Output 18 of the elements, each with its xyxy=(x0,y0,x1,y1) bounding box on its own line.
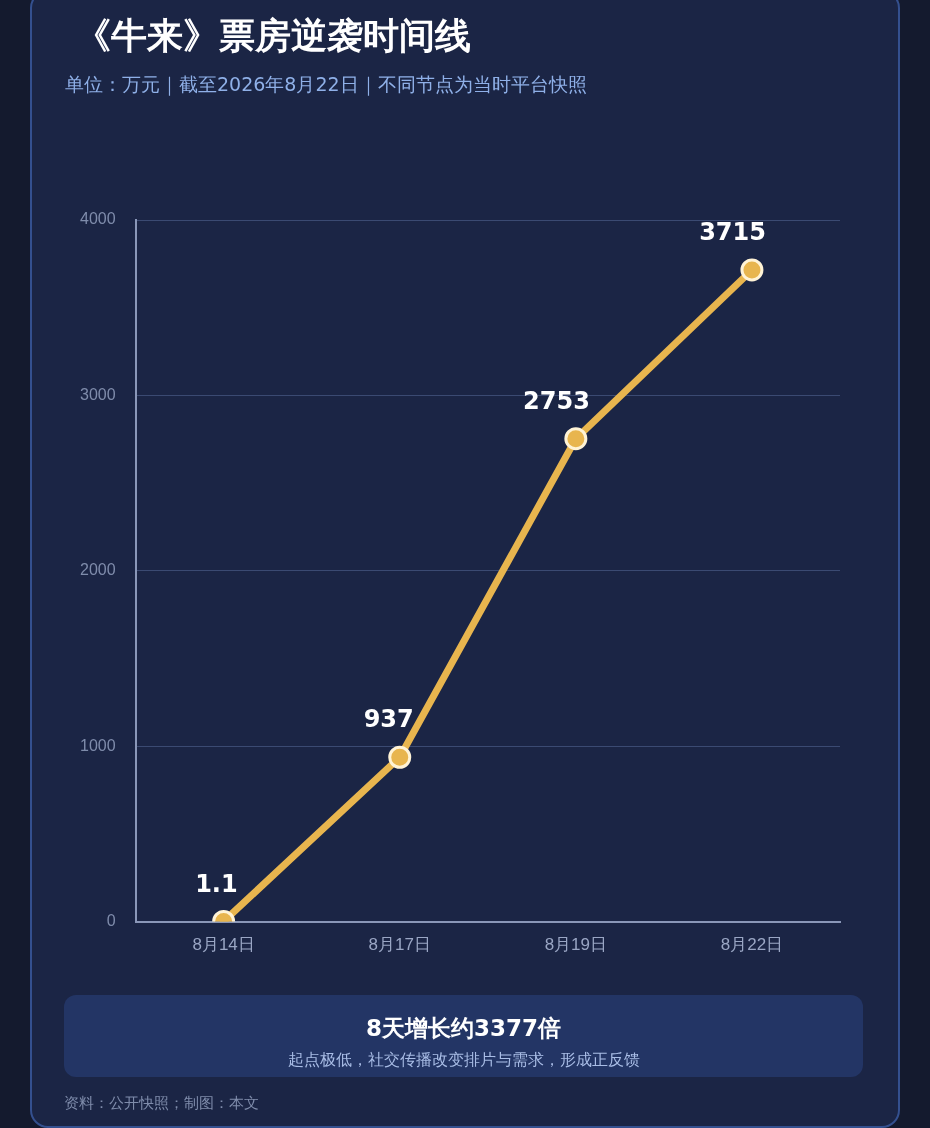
x-tick-label: 8月19日 xyxy=(544,935,608,955)
x-tick-label: 8月22日 xyxy=(720,935,784,955)
text: 8天增长约3377倍 xyxy=(365,1014,562,1043)
chart-title: 《牛来》票房逆袭时间线 xyxy=(75,14,471,58)
chart-subtitle: 单位：万元｜截至2026年8月22日｜不同节点为当时平台快照 xyxy=(65,72,587,98)
data-label: 1.1 xyxy=(195,869,238,898)
data-label: 3715 xyxy=(699,218,766,247)
data-label: 937 xyxy=(363,705,414,734)
y-tick-label: 0 xyxy=(106,912,116,930)
x-tick-label: 8月17日 xyxy=(368,935,431,955)
y-tick-label: 1000 xyxy=(80,736,116,754)
y-tick-label: 4000 xyxy=(80,210,116,228)
data-label: 2753 xyxy=(523,386,590,415)
y-tick-label: 3000 xyxy=(80,385,116,403)
y-tick-label: 2000 xyxy=(80,561,116,579)
text: 资料：公开快照；制图：本文 xyxy=(64,1094,259,1113)
text: 起点极低，社交传播改变排片与需求，形成正反馈 xyxy=(286,1050,641,1071)
x-tick-label: 8月14日 xyxy=(192,935,255,955)
